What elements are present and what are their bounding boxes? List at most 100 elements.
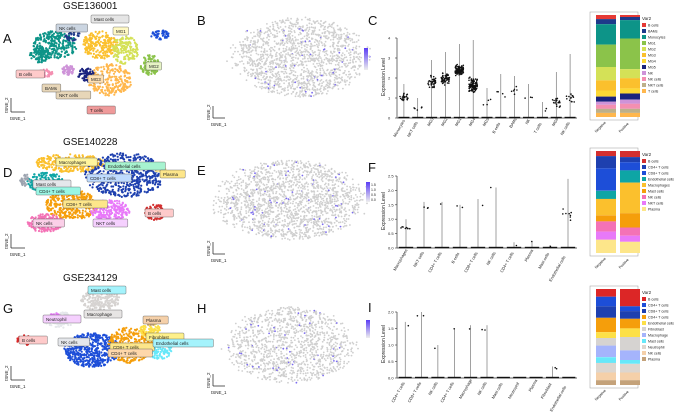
umap3-tag-neutro-bg	[42, 314, 82, 324]
violin-f-point	[409, 227, 411, 230]
violin-c-point	[570, 97, 572, 99]
stacked-bar-row1-legend-swatch	[642, 35, 646, 39]
umap1-tag-mast: Mast cells	[94, 17, 115, 22]
violin-c-point	[416, 109, 419, 111]
stacked-bar-row3-legend-swatch	[642, 303, 646, 307]
stacked-bar-row2-segment	[620, 227, 640, 236]
violin-c-point	[446, 79, 448, 81]
violin-c-point	[475, 83, 478, 85]
stacked-bar-row3-segment	[620, 306, 640, 312]
violin-c-point	[531, 96, 533, 99]
violin-c-point	[460, 73, 463, 75]
panel-letter-c: C	[368, 13, 378, 28]
stacked-bar-row3-legend-label: Plasma	[648, 358, 660, 362]
violin-c-point	[468, 79, 470, 82]
stacked-bar-row3-legend-title: Var2	[642, 290, 652, 295]
violin-f-ytick-label: 1.5	[388, 202, 394, 207]
violin-c-point	[524, 97, 526, 99]
stacked-bar-row3-segment	[596, 380, 616, 385]
violin-c-point	[474, 89, 477, 92]
violin-c-point	[556, 99, 558, 101]
violin-f-point	[562, 208, 564, 210]
violin-i-ytick-label: 1.0	[388, 343, 394, 348]
stacked-bar-row1-legend-label: BAMs	[648, 30, 658, 34]
violin-f-xlabel: Endothelial cells	[548, 255, 567, 283]
stacked-bar-row1-segment	[620, 93, 640, 100]
stacked-bar-row1-segment	[620, 20, 640, 39]
umap3-tag-nk: NK cells	[61, 340, 78, 345]
violin-c-point	[441, 80, 443, 83]
stacked-bar-row2-legend-swatch	[642, 201, 646, 205]
violin-c-xlabel: B cells	[491, 122, 501, 135]
violin-c-point	[565, 95, 568, 97]
stacked-bar-row1-segment	[596, 104, 616, 109]
violin-c-point	[462, 64, 465, 67]
stacked-bar-row3-legend-label: CD4+ T cells	[648, 316, 669, 320]
violin-c-point	[429, 80, 431, 82]
umap3-tag-cd4-bg	[107, 348, 153, 358]
violin-c-xlabel: NKT cells	[406, 121, 419, 138]
umap3-tag-endo-bg	[152, 338, 214, 348]
violin-c-point	[460, 68, 463, 71]
umap2-tag-cd8a: CD8+ T cells	[90, 176, 116, 181]
stacked-bar-row2-segment	[620, 170, 640, 183]
violin-c-point	[442, 72, 444, 75]
stacked-bar-row1-segment	[596, 112, 616, 117]
violin-c-xlabel: Monocytes	[392, 119, 406, 138]
umap1-tag-nkt-bg	[55, 90, 91, 100]
tsne1-label: tSNE_1	[10, 116, 26, 121]
violin-i-point	[484, 329, 486, 331]
umap3-tag-bcells-bg	[18, 335, 48, 345]
stacked-bar-row1-legend-swatch	[642, 71, 646, 75]
stacked-bar-row1-segment	[596, 96, 616, 102]
violin-f-point	[426, 207, 429, 209]
stacked-bar-row1-xlabel: Positive	[618, 122, 630, 134]
stacked-bar-row1-segment	[620, 15, 640, 17]
umap2-tag-plasma-bg	[159, 169, 186, 179]
stacked-bar-row1-legend-swatch	[642, 59, 646, 63]
violin-i-xlabel: CD4+ T cells	[439, 381, 455, 403]
violin-c-point	[475, 81, 478, 84]
umap3-tag-nk-bg	[57, 337, 90, 347]
violin-c-point	[406, 93, 409, 96]
stacked-bar-row2-legend-title: Var2	[642, 152, 652, 157]
stacked-bar-row3-segment	[620, 363, 640, 373]
violin-f-point	[400, 227, 402, 229]
violin-c-point	[455, 72, 457, 74]
violin-i-point	[422, 314, 425, 317]
violin-c-point	[461, 70, 464, 72]
violin-c-point	[487, 99, 490, 102]
violin-c-point	[461, 72, 464, 74]
violin-c-point	[433, 83, 435, 86]
violin-c-point	[458, 69, 460, 71]
umap1-tag-mg1-bg	[112, 26, 129, 36]
violin-f-ytick-label: 2.5	[388, 174, 394, 179]
violin-c-point	[445, 75, 448, 78]
stacked-bar-row2-segment	[620, 213, 640, 228]
tsne1-label: tSNE_1	[211, 258, 227, 263]
stacked-bar-row2-legend-swatch	[642, 183, 646, 187]
umap2-tag-cd8b-bg	[62, 199, 108, 209]
violin-f-point	[549, 245, 552, 248]
violin-c-point	[475, 87, 478, 90]
violin-f-xlabel: Mast cells	[537, 252, 550, 270]
violin-c-point	[454, 74, 457, 77]
stacked-bar-row3-legend-label: Endothelial cells	[648, 322, 674, 326]
stacked-bar-row2-segment	[620, 182, 640, 214]
violin-c-point	[544, 110, 547, 112]
stacked-bar-row2-legend-swatch	[642, 177, 646, 181]
violin-c-xlabel: MG1	[454, 116, 463, 127]
violin-c-point	[442, 79, 445, 81]
violin-c-point	[472, 90, 474, 92]
violin-c-point	[457, 72, 459, 74]
umap1-tag-bams: BAMs	[45, 86, 58, 91]
violin-c-point	[468, 85, 470, 88]
violin-c-point	[513, 88, 516, 91]
stacked-bar-row3-segment	[596, 332, 616, 338]
umap1-tag-bcells: B cells	[19, 72, 33, 77]
stacked-bar-row1-segment	[620, 38, 640, 70]
violin-c-point	[403, 98, 405, 101]
stacked-bar-row3-segment	[620, 328, 640, 337]
stacked-bar-row2-legend-swatch	[642, 195, 646, 199]
umap3-tag-macro-bg	[83, 309, 123, 319]
